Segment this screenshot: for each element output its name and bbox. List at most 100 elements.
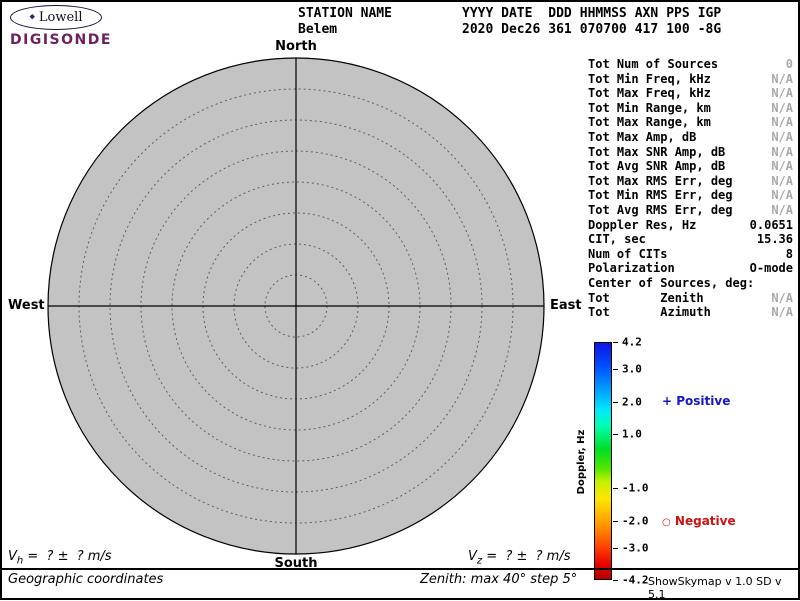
stat-label: Tot Max Range, km [588, 115, 711, 130]
diamond-icon: ◆ [29, 12, 35, 22]
header-field: DDD 361 [548, 6, 571, 38]
stat-label: Tot Min Freq, kHz [588, 71, 711, 86]
header-field: YYYY DATE 2020 Dec26 [462, 6, 540, 38]
stat-row: Doppler Res, Hz 0.0651 [588, 218, 793, 233]
stat-row: Tot Num of Sources 0 [588, 57, 793, 72]
colorbar-tick-label: -3.0 [622, 541, 649, 555]
horizontal-velocity-readout: Vh = ? ± ? m/s [8, 549, 112, 567]
header-field-label: DDD [548, 6, 572, 21]
compass-east-label: East [550, 298, 582, 313]
stat-row: Tot Max Freq, kHz N/A [588, 86, 793, 101]
positive-legend-label: Positive [676, 394, 731, 408]
header-field: PPS 100 [666, 6, 689, 38]
vz-value: = ? ± ? m/s [482, 549, 571, 564]
stat-row: Tot Zenith N/A [588, 291, 793, 306]
header-field-value: 100 [666, 22, 690, 37]
colorbar-tick-label: -4.2 [622, 573, 649, 587]
header-field-value: Belem [298, 22, 338, 37]
coordinates-note: Geographic coordinates [8, 572, 164, 587]
stat-label: Tot Max RMS Err, deg [588, 173, 733, 188]
vz-subscript: z [476, 555, 483, 567]
positive-legend: + Positive [662, 394, 730, 408]
vz-symbol: V [468, 549, 477, 564]
vh-subscript: h [16, 555, 24, 567]
stat-row: Tot Min Freq, kHz N/A [588, 72, 793, 87]
stat-label: Center of Sources, deg: [588, 275, 755, 290]
header-field: STATION NAME Belem [298, 6, 454, 38]
header-field: IGP -8G [698, 6, 721, 38]
stat-label: Doppler Res, Hz [588, 217, 697, 232]
colorbar-tick [613, 342, 618, 343]
vh-symbol: V [8, 549, 17, 564]
header-field-label: STATION NAME [298, 6, 392, 21]
colorbar-tick [613, 547, 618, 549]
stat-label: Tot Avg RMS Err, deg [588, 202, 733, 217]
colorbar-tick [613, 433, 618, 435]
stat-label: Num of CITs [588, 246, 668, 261]
stat-row: Tot Max RMS Err, deg N/A [588, 174, 793, 189]
colorbar-tick [613, 488, 618, 490]
stat-row: Tot Max Amp, dB N/A [588, 130, 793, 145]
stat-row: Tot Azimuth N/A [588, 305, 793, 320]
stat-label: Tot Max SNR Amp, dB [588, 144, 726, 159]
header-field-label: IGP [697, 6, 722, 21]
header-field-value: 417 [634, 22, 659, 37]
stat-value: 15.36 [756, 232, 793, 247]
colorbar-tick [613, 520, 618, 522]
stat-value: 0.0651 [749, 217, 793, 232]
header-field-value: 2020 Dec26 [462, 22, 541, 37]
stat-value: 0 [785, 57, 793, 71]
footer-divider [0, 568, 800, 570]
stat-label: Tot Min Range, km [588, 100, 711, 115]
stat-row: Tot Min RMS Err, deg N/A [588, 188, 793, 203]
stat-row: Tot Max Range, km N/A [588, 115, 793, 130]
colorbar-axis-label: Doppler, Hz [576, 429, 587, 495]
stat-label: Tot Max Freq, kHz [588, 86, 711, 101]
stat-row: Polarization O-mode [588, 261, 793, 276]
stat-row: Num of CITs 8 [588, 247, 793, 262]
header-field-label: PPS [666, 6, 690, 21]
compass-west-label: West [8, 298, 45, 313]
stat-label: Tot Max Amp, dB [588, 129, 697, 144]
stat-value: O-mode [749, 261, 793, 276]
stats-panel: Tot Num of Sources 0 Tot Min Freq, kHz N/A T… [588, 57, 793, 320]
stat-row: Center of Sources, deg: [588, 276, 793, 291]
header-field-label: AXN [634, 6, 659, 21]
colorbar-tick-label: 1.0 [622, 427, 642, 441]
stat-row: Tot Max SNR Amp, dB N/A [588, 145, 793, 160]
skymap-svg [47, 57, 545, 555]
stat-label: Tot Zenith [588, 290, 704, 305]
stat-value: N/A [771, 202, 793, 217]
stat-label: Tot Avg SNR Amp, dB [588, 159, 726, 174]
circle-marker-icon: ○ [662, 517, 671, 528]
stat-value: N/A [771, 144, 793, 159]
product-name: DIGISONDE [10, 32, 112, 48]
stat-value: N/A [771, 305, 793, 320]
stat-value: N/A [771, 290, 793, 305]
colorbar-tick [613, 401, 618, 403]
stat-label: Polarization [588, 261, 675, 276]
stat-value: N/A [771, 115, 793, 130]
stat-label: Tot Azimuth [588, 305, 711, 320]
header-field-label: HHMMSS [579, 6, 627, 21]
stat-value: N/A [771, 188, 793, 203]
stat-value: N/A [771, 129, 793, 144]
colorbar-tick-label: 2.0 [622, 395, 642, 408]
zenith-scale-note: Zenith: max 40° step 5° [420, 572, 578, 587]
stat-row: CIT, sec 15.36 [588, 232, 793, 247]
stat-value: N/A [771, 173, 793, 188]
stat-label: Tot Min RMS Err, deg [588, 188, 733, 203]
header-field-value: -8G [697, 22, 722, 37]
colorbar-tick [613, 580, 618, 581]
stat-value: N/A [771, 71, 793, 86]
header-fields: STATION NAME Belem YYYY DATE 2020 Dec26 DDD 3… [298, 6, 729, 38]
colorbar-tick-label: 3.0 [622, 362, 642, 376]
compass-north-label: North [275, 39, 317, 54]
vh-value: = ? ± ? m/s [23, 549, 112, 564]
stat-value: N/A [771, 100, 793, 115]
negative-legend-label: Negative [674, 514, 736, 528]
negative-legend: ○ Negative [662, 514, 736, 528]
plus-marker-icon: + [662, 394, 673, 408]
colorbar-tick-label: -1.0 [622, 481, 649, 495]
lowell-digisonde-logo: ◆ Lowell DIGISONDE [10, 5, 112, 48]
